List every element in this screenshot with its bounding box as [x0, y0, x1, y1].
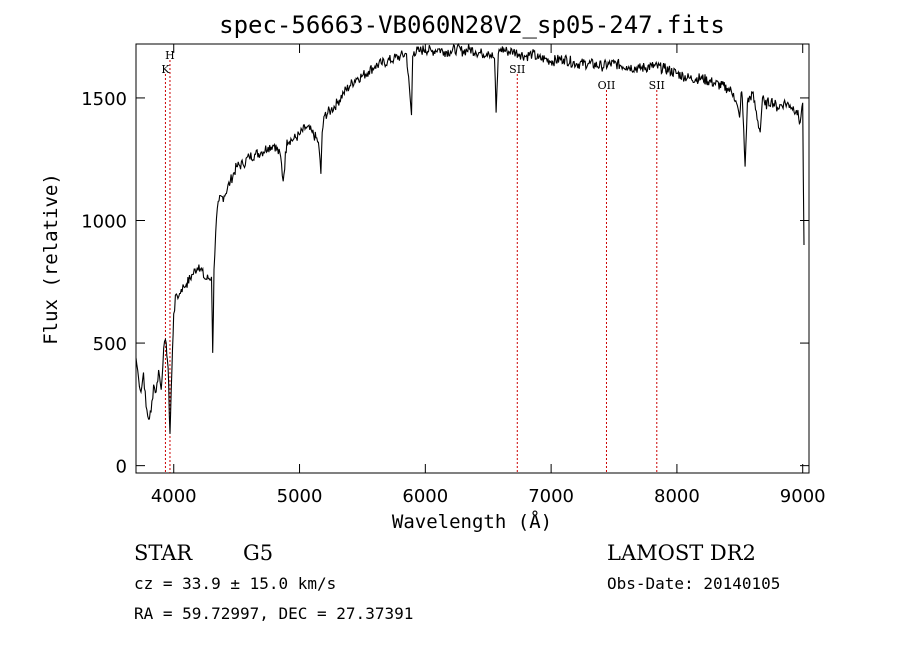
x-tick-label: 5000	[277, 486, 323, 507]
x-axis-title: Wavelength (Å)	[392, 510, 552, 533]
line-marker-label: SII	[649, 79, 665, 92]
y-axis-title: Flux (relative)	[40, 173, 62, 345]
object-class: STAR	[134, 541, 193, 565]
coordinates-text: RA = 59.72997, DEC = 27.37391	[134, 604, 413, 623]
x-tick-label: 9000	[780, 486, 826, 507]
x-tick-label: 7000	[528, 486, 574, 507]
x-tick-label: 4000	[151, 486, 197, 507]
line-marker-label: H	[165, 49, 175, 62]
y-tick-label: 1000	[81, 212, 127, 233]
chart-title: spec-56663-VB060N28V2_sp05-247.fits	[219, 11, 725, 39]
spectral-line-markers: HK SII OII SII	[161, 49, 665, 473]
line-marker-label: K	[161, 63, 170, 76]
y-tick-label: 500	[93, 334, 127, 355]
y-tick-label: 0	[116, 457, 127, 478]
object-subclass: G5	[243, 541, 273, 565]
x-tick-label: 6000	[402, 486, 448, 507]
redshift-text: cz = 33.9 ± 15.0 km/s	[134, 574, 336, 593]
survey-name: LAMOST DR2	[607, 541, 756, 565]
x-tick-label: 8000	[654, 486, 700, 507]
plot-frame	[135, 43, 810, 474]
spectrum-line	[135, 42, 805, 434]
line-marker-label: SII	[509, 63, 525, 76]
y-tick-label: 1500	[81, 89, 127, 110]
line-marker-label: OII	[598, 79, 616, 92]
observation-date: Obs-Date: 20140105	[607, 574, 780, 593]
axis-ticks: 4000 5000 6000 7000 8000 9000 0 500 1000 1500	[81, 44, 826, 507]
